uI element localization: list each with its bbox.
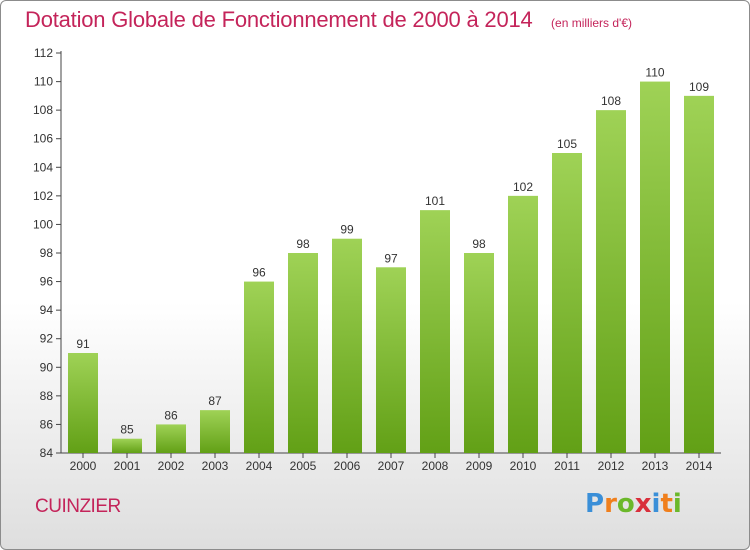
bar [112,438,142,453]
bar-value-label: 98 [296,237,310,251]
bar-value-label: 96 [252,266,266,280]
logo-letter: o [616,489,635,519]
x-tick-label: 2004 [246,459,273,473]
bar [596,110,626,454]
chart-subtitle: (en milliers d'€) [551,16,633,30]
x-tick-label: 2001 [114,459,141,473]
logo-letter: P [585,489,605,519]
y-tick-label: 84 [40,446,54,460]
y-tick-label: 110 [34,75,53,89]
x-tick-label: 2010 [510,459,537,473]
x-tick-label: 2000 [70,459,97,473]
chart-title: Dotation Globale de Fonctionnement de 20… [25,7,632,33]
x-tick-label: 2007 [378,459,405,473]
bar [156,424,186,453]
y-tick-label: 88 [40,389,54,403]
bar [640,81,670,454]
y-tick-label: 108 [33,103,53,117]
bar-value-label: 98 [472,237,486,251]
bar [552,153,582,453]
bar-value-label: 86 [164,408,178,422]
x-tick-label: 2014 [686,459,713,473]
logo-letter: i [672,489,682,519]
y-tick-label: 102 [33,189,53,203]
logo-letter: r [604,489,617,519]
bar [420,210,450,453]
y-tick-label: 90 [40,360,54,374]
y-tick-label: 86 [40,417,54,431]
bar [200,410,230,453]
proxiti-logo: Proxiti [585,489,682,519]
x-tick-label: 2009 [466,459,493,473]
bar-value-label: 97 [384,251,398,265]
y-tick-label: 104 [33,160,53,174]
x-tick-label: 2011 [554,459,580,473]
bar-value-label: 91 [76,337,90,351]
x-tick-label: 2013 [642,459,669,473]
chart-title-text: Dotation Globale de Fonctionnement de 20… [25,7,533,32]
logo-letter: x [634,489,652,519]
place-name: CUINZIER [35,496,121,517]
y-tick-label: 106 [33,132,53,146]
bar-value-label: 105 [557,137,577,151]
bar-value-label: 102 [513,180,533,194]
logo-letter: t [660,489,673,519]
bar-value-label: 109 [689,80,709,94]
bar [68,353,98,453]
bar [244,281,274,453]
bar [464,253,494,453]
bar [684,95,714,453]
y-tick-label: 94 [40,303,54,317]
x-tick-label: 2006 [334,459,361,473]
bar-value-label: 110 [645,66,664,80]
bar-value-label: 85 [120,423,134,437]
bar [288,253,318,453]
x-tick-label: 2002 [158,459,185,473]
bar-value-label: 87 [208,394,222,408]
bar-value-label: 101 [425,194,445,208]
y-tick-label: 92 [40,332,54,346]
x-tick-label: 2003 [202,459,229,473]
x-tick-label: 2012 [598,459,625,473]
y-tick-label: 98 [40,246,54,260]
bar [508,195,538,453]
logo-letter: i [651,489,661,519]
bar [332,238,362,453]
bar-value-label: 99 [340,223,354,237]
y-tick-label: 112 [34,46,53,60]
y-tick-label: 100 [33,217,53,231]
bar-value-label: 108 [601,94,621,108]
x-tick-label: 2005 [290,459,317,473]
bar [376,267,406,453]
x-tick-label: 2008 [422,459,449,473]
y-tick-label: 96 [40,275,54,289]
